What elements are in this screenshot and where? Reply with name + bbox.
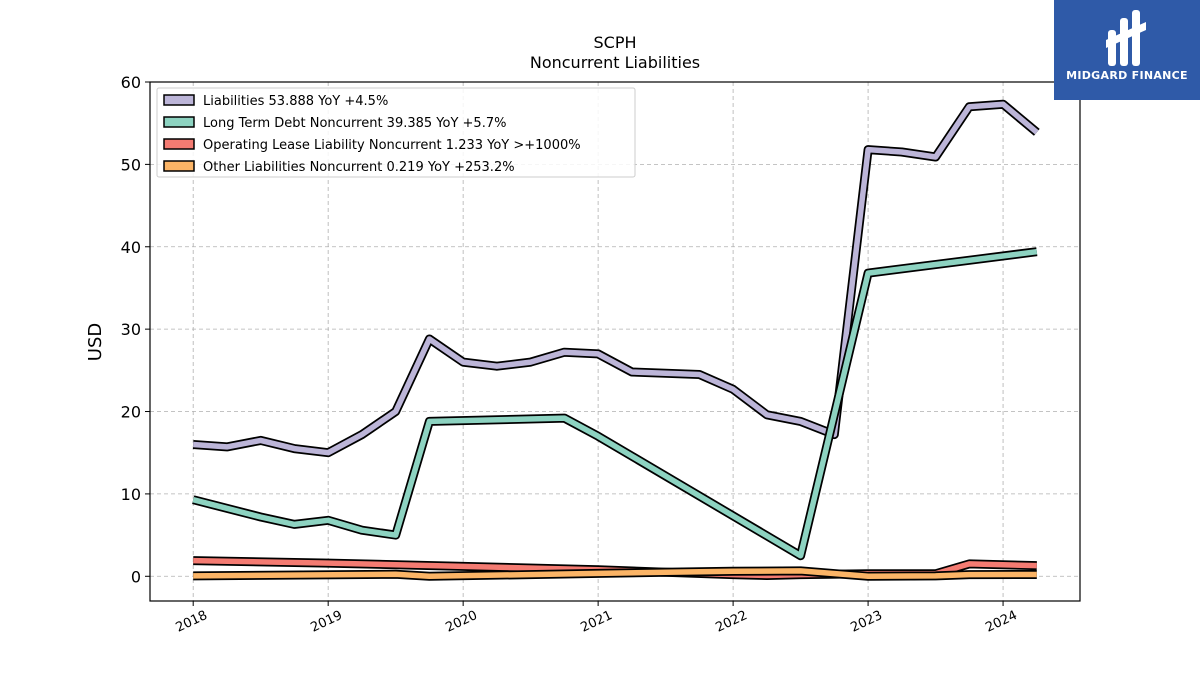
chart-title: SCPH — [593, 33, 636, 52]
series-outline — [192, 247, 1038, 561]
legend-swatch — [163, 160, 195, 172]
plot-frame — [149, 81, 1081, 602]
legend-swatch — [163, 94, 195, 106]
series-line — [193, 101, 1039, 456]
y-tick-label: 20 — [121, 403, 141, 422]
legend-box — [156, 87, 636, 178]
x-tick-label: 2019 — [309, 608, 345, 636]
brand-name: MIDGARD FINANCE — [1066, 69, 1188, 82]
x-tick-label: 2022 — [713, 608, 749, 636]
x-tick-label: 2021 — [578, 608, 614, 636]
legend-label: Other Liabilities Noncurrent 0.219 YoY +… — [203, 160, 515, 175]
logo-mark-icon — [1106, 10, 1146, 66]
legend-label: Long Term Debt Noncurrent 39.385 YoY +5.… — [203, 116, 506, 131]
chart-subtitle: Noncurrent Liabilities — [530, 53, 700, 72]
series-lines — [192, 99, 1040, 581]
series-line — [192, 248, 1038, 559]
brand-logo: MIDGARD FINANCE — [1054, 0, 1200, 100]
x-tick-label: 2023 — [848, 608, 884, 636]
series-line — [193, 568, 1037, 580]
x-tick-label: 2018 — [174, 608, 210, 636]
y-tick-label: 60 — [121, 73, 141, 92]
y-tick-label: 0 — [131, 567, 141, 586]
x-tick-label: 2020 — [444, 608, 480, 636]
y-tick-label: 10 — [121, 485, 141, 504]
legend-swatch — [163, 138, 195, 150]
y-tick-label: 40 — [121, 238, 141, 257]
y-tick-label: 30 — [121, 320, 141, 339]
legend-label: Liabilities 53.888 YoY +4.5% — [203, 94, 388, 109]
x-tick-label: 2024 — [983, 608, 1019, 636]
y-axis-label: USD — [85, 323, 106, 361]
legend: Liabilities 53.888 YoY +4.5% Long Term De… — [156, 87, 636, 178]
legend-label: Operating Lease Liability Noncurrent 1.2… — [203, 138, 581, 153]
legend-swatch — [163, 116, 195, 128]
y-tick-label: 50 — [121, 155, 141, 174]
